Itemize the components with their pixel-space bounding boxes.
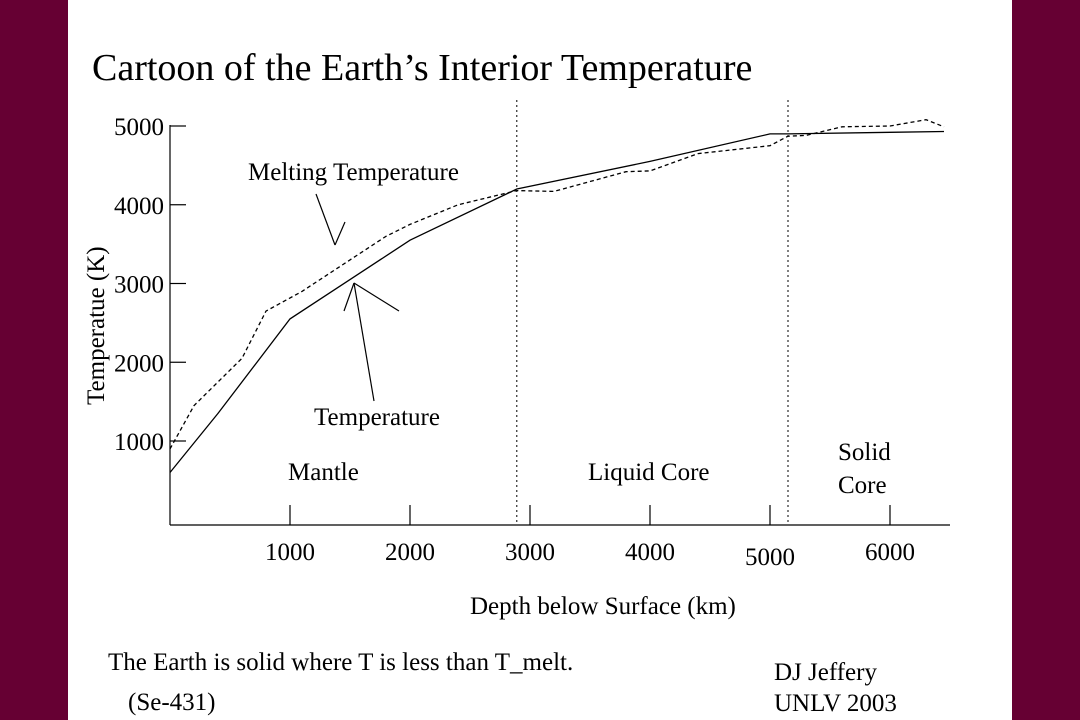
region-boundaries [516,100,789,525]
x-tick-label: 5000 [745,544,795,571]
y-tick-label: 5000 [114,114,164,141]
chart-title: Cartoon of the Earth’s Interior Temperat… [92,47,752,89]
solid-core-label-line: Solid [838,439,891,466]
axes [169,125,950,526]
region-label-solid-core: Solid Core [838,439,891,499]
x-tick-label: 6000 [865,539,915,566]
y-tick-label: 2000 [114,350,164,377]
ticks: 1000 2000 3000 4000 5000 6000 1000 2000 3000 4000… [114,114,915,571]
y-axis-label: Temperatue (K) [83,246,110,405]
x-tick-label: 2000 [385,539,435,566]
temperature-chart: Cartoon of the Earth’s Interior Temperat… [83,47,950,717]
y-tick-label: 4000 [114,193,164,220]
caption: The Earth is solid where T is less than … [108,649,573,676]
series-group [169,119,945,473]
annotation-arrow-melting [315,193,346,246]
slide: Cartoon of the Earth’s Interior Temperat… [68,0,1012,720]
annotation-melting-temperature: Melting Temperature [248,159,459,186]
x-tick-label: 1000 [265,539,315,566]
region-label-liquid-core: Liquid Core [588,459,710,486]
x-tick-label: 3000 [505,539,555,566]
region-label-mantle: Mantle [288,459,359,486]
solid-core-label-line: Core [838,472,887,499]
melting-temperature-line [169,119,945,450]
x-tick-label: 4000 [625,539,675,566]
author: DJ Jeffery [774,659,877,686]
x-axis-label: Depth below Surface (km) [470,593,736,620]
annotation-arrow-temperature [343,282,400,402]
temperature-line [169,130,945,473]
reference: (Se-431) [128,689,215,716]
y-tick-label: 3000 [114,272,164,299]
y-tick-label: 1000 [114,429,164,456]
annotation-temperature: Temperature [314,404,440,431]
affiliation: UNLV 2003 [774,690,897,717]
